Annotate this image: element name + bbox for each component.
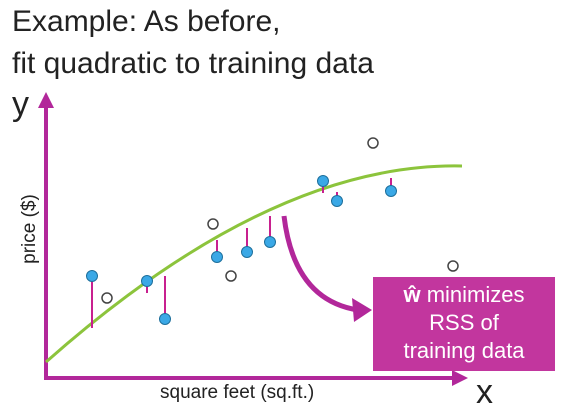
other-point	[225, 270, 237, 282]
callout-line-2: RSS of	[429, 310, 499, 335]
training-point	[385, 185, 397, 197]
title-line-1: Example: As before,	[12, 5, 281, 38]
callout-line-1: ŵ minimizes	[373, 281, 555, 309]
training-point	[331, 195, 343, 207]
other-point	[447, 260, 459, 272]
training-point	[159, 313, 171, 325]
callout-line-1-text: minimizes	[420, 282, 525, 307]
callout-arrow	[281, 215, 359, 313]
fitted-curve	[45, 164, 463, 364]
other-point	[101, 292, 113, 304]
x-axis-arrow	[452, 370, 468, 386]
x-axis-label: square feet (sq.ft.)	[160, 382, 315, 403]
x-symbol: x	[476, 373, 493, 411]
data-points	[86, 137, 459, 325]
training-point	[317, 175, 329, 187]
training-point	[141, 275, 153, 287]
y-axis-label: price ($)	[19, 194, 40, 264]
callout-arrowhead	[352, 298, 372, 322]
callout-line-3: training data	[403, 338, 525, 363]
training-point	[86, 270, 98, 282]
training-point	[211, 251, 223, 263]
y-axis-arrow	[38, 92, 54, 108]
y-symbol: y	[12, 85, 29, 123]
training-point	[241, 246, 253, 258]
other-point	[367, 137, 379, 149]
callout-box: ŵ minimizes RSS of training data	[373, 277, 555, 371]
title-line-2: fit quadratic to training data	[12, 47, 374, 80]
training-point	[264, 236, 276, 248]
w-hat-symbol: ŵ	[403, 282, 421, 307]
other-point	[207, 218, 219, 230]
